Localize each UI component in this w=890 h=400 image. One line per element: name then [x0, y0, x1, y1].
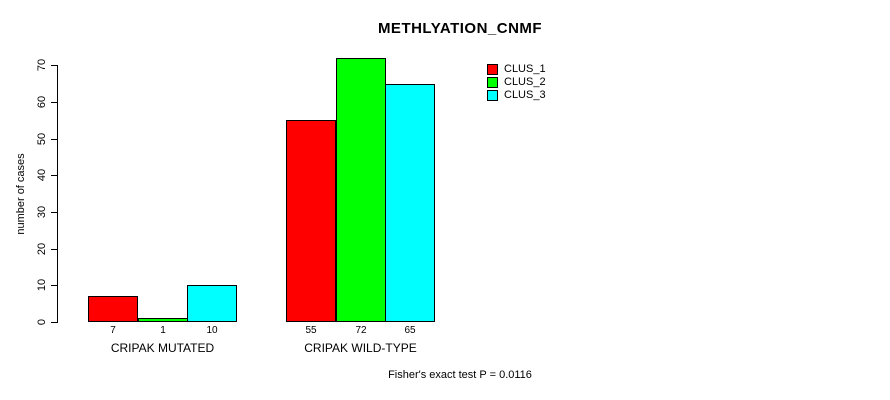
bar-value-label: 10	[206, 325, 218, 336]
y-tick-mark	[51, 285, 57, 287]
bar-clus_2-2	[336, 58, 386, 322]
bar-clus_3-2	[385, 83, 435, 322]
bar-value-label: 55	[305, 325, 317, 336]
y-tick-label: 10	[36, 279, 48, 292]
y-tick-label: 70	[36, 59, 48, 72]
bar-value-label: 1	[160, 325, 166, 336]
bar-value-label: 72	[355, 325, 367, 336]
y-tick-label: 60	[36, 95, 48, 109]
legend-color-swatch	[487, 76, 498, 88]
x-category-label: CRIPAK MUTATED	[110, 341, 215, 355]
y-tick-mark	[51, 138, 57, 140]
bar-clus_1-2	[286, 120, 336, 322]
legend-item: CLUS_1	[487, 63, 546, 75]
y-axis-label: number of cases	[15, 153, 27, 235]
y-tick-label: 0	[36, 318, 48, 326]
y-tick-mark	[51, 175, 57, 177]
legend-item: CLUS_2	[487, 76, 546, 88]
y-tick-mark	[51, 65, 57, 67]
y-tick-label: 50	[36, 132, 48, 145]
legend-color-swatch	[487, 89, 498, 101]
legend-item: CLUS_3	[487, 89, 546, 101]
y-tick-mark	[51, 102, 57, 103]
bar-value-label: 7	[110, 325, 116, 336]
legend-label: CLUS_1	[504, 63, 546, 75]
chart-title: METHLYATION_CNMF	[377, 20, 543, 37]
y-tick-mark	[51, 322, 57, 323]
legend-label: CLUS_2	[504, 76, 546, 88]
legend-color-swatch	[487, 63, 498, 75]
y-tick-mark	[51, 248, 57, 250]
y-tick-label: 30	[36, 205, 48, 219]
bar-clus_1-1	[88, 296, 138, 322]
y-tick-label: 20	[36, 242, 48, 255]
x-category-label: CRIPAK WILD-TYPE	[304, 341, 417, 355]
annotation-text: Fisher's exact test P = 0.0116	[388, 369, 532, 381]
bar-value-label: 65	[404, 325, 416, 336]
bar-clus_3-1	[187, 285, 237, 322]
bar-clus_2-1	[138, 318, 188, 322]
y-axis-line	[57, 65, 58, 323]
y-tick-mark	[51, 212, 57, 213]
y-tick-label: 40	[36, 169, 48, 182]
legend-label: CLUS_3	[504, 89, 546, 101]
legend: CLUS_1 CLUS_2 CLUS_3	[487, 63, 546, 102]
